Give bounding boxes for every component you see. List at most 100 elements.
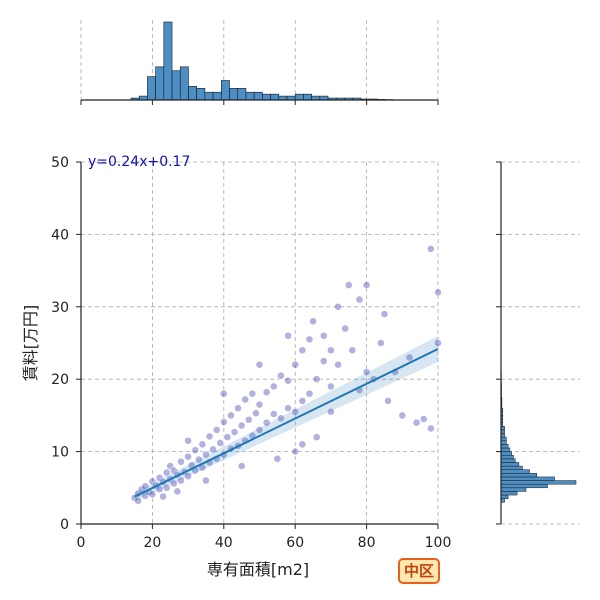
scatter-point [277,414,285,423]
x-tick-label: 20 [143,535,161,551]
scatter-point [305,335,314,344]
y-hist-bar [500,480,577,485]
y-tick-label: 40 [51,227,69,243]
y-hist-bar [500,458,516,463]
x-hist-bar [221,80,230,101]
y-tick-label: 0 [60,517,69,533]
scatter-point [269,410,278,418]
scatter-point [319,331,328,340]
scatter-point [355,295,364,304]
y-hist-bar [500,462,520,467]
scatter-point [426,424,435,433]
x-hist-bar [147,76,156,101]
scatter-point [298,397,307,405]
x-hist-bar [179,66,189,101]
scatter-point [298,440,307,449]
scatter-point [277,371,285,380]
axes: 0 20 40 60 80 100 0 10 20 30 40 50 [51,155,451,551]
y-hist-bar [500,447,511,452]
y-tick-label: 30 [51,300,69,316]
scatter-point [227,411,235,420]
scatter-point [223,433,232,442]
y-hist-bar [500,454,514,460]
scatter-point [237,421,246,430]
scatter-point [234,404,242,413]
scatter-point [334,302,342,311]
y-hist-bar [500,491,518,496]
regression-equation: y=0.24x+0.17 [88,154,190,170]
regression-line-group [134,348,439,498]
y-hist-bar [500,436,507,441]
scatter-point [398,411,407,420]
y-axis-title: 賃料[万円] [21,305,40,382]
scatter-point [312,375,321,384]
scatter-point [405,353,414,362]
x-hist-bar [253,91,263,101]
scatter-point [134,496,143,505]
scatter-point [173,487,182,496]
scatter-point [202,450,210,459]
x-axis-title: 専有面積[m2] [207,560,309,579]
scatter-point [198,440,207,449]
scatter-point [209,445,217,454]
x-hist-bar [188,86,197,101]
x-hist-bar [163,21,173,101]
scatter-point [262,418,271,427]
y-hist-bar [500,469,530,474]
x-hist-bar [270,93,280,101]
x-hist-bar [303,93,312,101]
x-tick-label: 40 [215,535,233,551]
x-hist-bar [212,91,222,101]
scatter-point [434,288,442,297]
confidence-band [134,335,439,502]
y-hist-bar [500,444,509,449]
scatter-point [273,454,282,463]
scatter-point [291,360,300,369]
scatter-point [376,339,385,347]
scatter-point [362,368,371,376]
scatter-point [384,397,392,405]
scatter-point [284,376,292,385]
x-hist-bar [204,91,214,101]
scatter-point [216,439,225,447]
x-marginal-histogram [80,21,439,105]
scatter-point [248,389,257,398]
x-tick-label: 60 [286,535,304,551]
y-marginal-histogram [496,161,577,525]
y-tick-label: 50 [51,155,69,171]
scatter-point [252,409,260,418]
scatter-point [434,339,442,347]
x-hist-bar [229,88,239,101]
scatter-point [362,281,371,289]
scatter-point [219,389,228,398]
scatter-points [130,244,442,505]
scatter-point [305,389,314,398]
scatter-point [284,331,292,340]
scatter-point [348,346,357,355]
scatter-point [177,457,185,466]
scatter-point [194,455,203,464]
scatter-point [191,446,200,455]
scatter-point [334,360,342,369]
x-hist-bar [155,66,165,101]
ward-badge: 中区 [398,558,440,584]
scatter-point [298,346,307,355]
x-tick-label: 0 [77,535,86,551]
regression-line [134,348,439,498]
scatter-point [319,357,328,365]
scatter-point [426,244,435,253]
scatter-point [177,476,185,485]
scatter-point [255,360,264,369]
scatter-point [419,415,428,423]
x-hist-bar [171,70,181,101]
scatter-point [255,425,264,434]
scatter-point [162,483,171,492]
scatter-point [312,433,321,442]
scatter-point [169,479,178,488]
scatter-point [291,407,300,416]
scatter-point [237,462,246,470]
y-hist-bar [500,440,507,445]
scatter-point [205,432,214,441]
